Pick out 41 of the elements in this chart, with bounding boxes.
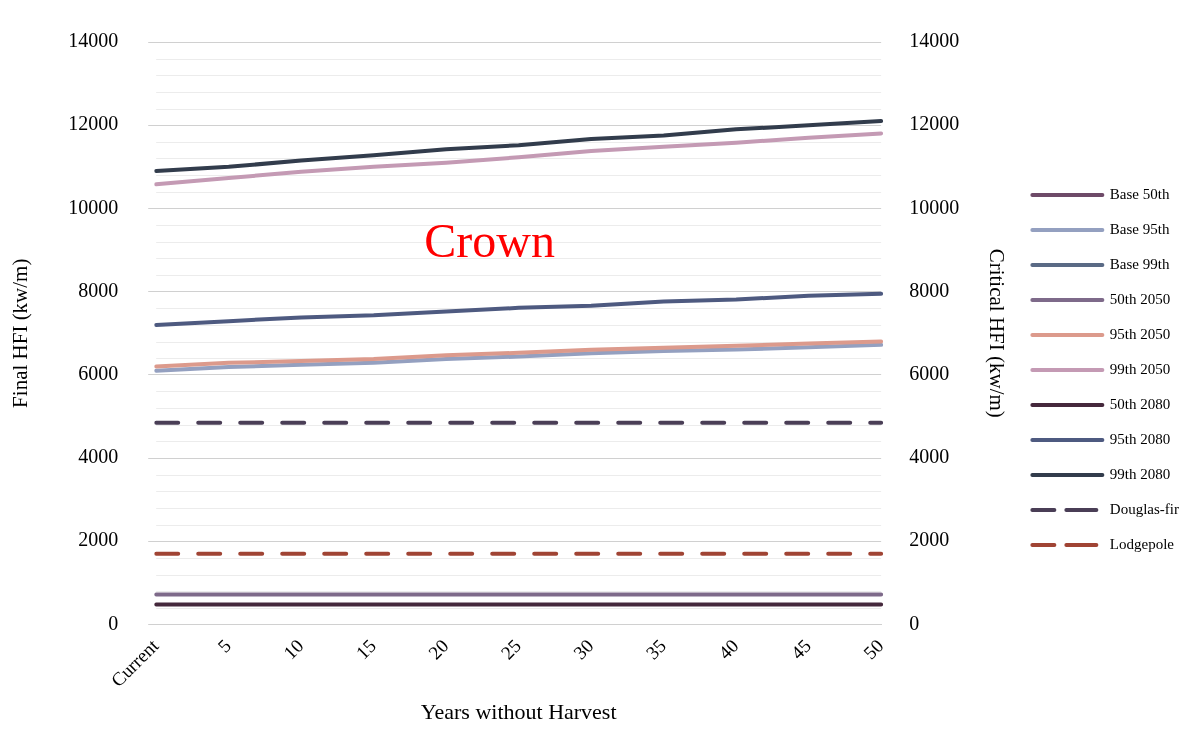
legend-label: 95th 2050 [1109,325,1171,342]
y2-tick-label: 12000 [909,112,960,135]
y-tick-label: 6000 [78,362,119,385]
x-tick-label: 30 [569,635,598,664]
x-tick-label: 15 [351,635,381,664]
y-tick-label: 0 [108,611,119,634]
legend-label: 50th 2050 [1109,290,1171,307]
y2-tick-label: 4000 [909,445,950,468]
legend-label: 99th 2050 [1109,360,1171,377]
y2-tick-label: 0 [909,611,920,634]
legend-label: Lodgepole [1109,535,1175,552]
x-tick-label: 25 [496,635,526,664]
legend-label: Douglas-fir [1109,500,1180,517]
x-tick-label: 10 [279,635,308,664]
legend-label: 99th 2080 [1109,465,1171,482]
annotation: Crown [424,214,556,267]
y2-tick-label: 8000 [909,278,950,301]
y-tick-label: 14000 [68,29,119,52]
y-axis-title: Final HFI (kw/m) [8,258,33,408]
legend-label: Base 50th [1109,185,1170,202]
y2-tick-label: 2000 [909,528,950,551]
x-tick-label: 50 [859,635,888,664]
x-tick-label: 5 [213,635,236,657]
y-tick-label: 12000 [68,112,119,135]
x-tick-label: 20 [424,635,453,664]
x-tick-label: 40 [714,635,743,664]
legend-label: Base 95th [1109,220,1170,237]
y2-tick-label: 14000 [909,29,960,52]
y-tick-label: 8000 [78,278,119,301]
y2-tick-label: 6000 [909,362,950,385]
y2-axis-title: Critical HFI (kw/m) [985,248,1010,418]
legend-label: 95th 2080 [1109,430,1171,447]
y-tick-label: 10000 [68,195,119,218]
y2-tick-label: 10000 [909,195,960,218]
x-tick-label: 35 [641,635,671,664]
x-tick-label: 45 [786,635,816,664]
y-tick-label: 4000 [78,445,119,468]
legend-label: Base 99th [1109,255,1170,272]
y-tick-label: 2000 [78,528,119,551]
legend-label: 50th 2080 [1109,395,1171,412]
x-axis-title: Years without Harvest [420,698,617,724]
